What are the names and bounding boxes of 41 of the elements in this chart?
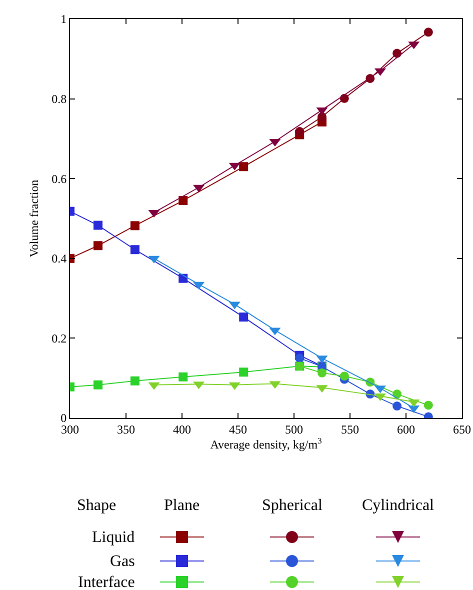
point: [424, 28, 433, 37]
legend-label: Gas: [110, 553, 135, 570]
y-tick-label: 0.4: [52, 252, 67, 266]
text: Spherical: [262, 497, 323, 514]
point: [424, 400, 433, 410]
point: [295, 354, 304, 363]
point: [239, 312, 248, 322]
point: [130, 376, 140, 386]
y-tick-label: 0.8: [52, 92, 67, 106]
text: Cylindrical: [362, 497, 435, 514]
point: [318, 368, 326, 378]
x-axis-title: Average density, kg/m$^{3}$: [210, 436, 322, 452]
x-tick-label: 450: [229, 422, 247, 436]
point: [295, 127, 304, 136]
text: Plane: [164, 497, 200, 514]
point: [130, 221, 140, 230]
point: [178, 274, 188, 283]
point: [94, 380, 102, 390]
point: [130, 245, 140, 254]
legend-title: Shape: [77, 497, 116, 514]
point: [178, 196, 188, 206]
y-tick-label: 0.2: [52, 331, 67, 346]
point: [178, 372, 188, 382]
x-tick-label: 550: [341, 422, 359, 436]
point: [239, 162, 248, 172]
point: [94, 220, 102, 230]
x-tick-label: 650: [453, 422, 471, 436]
point: [318, 112, 326, 122]
y-axis-title: Volume fraction: [26, 180, 41, 258]
point: [340, 372, 349, 381]
y-tick-label: 1: [60, 12, 67, 26]
point: [239, 368, 248, 377]
point: [392, 402, 402, 411]
legend-label: Liquid: [92, 529, 135, 546]
x-tick-label: 350: [117, 422, 135, 436]
y-tick-label: 0.6: [52, 172, 67, 186]
point: [94, 241, 102, 250]
x-tick-label: 400: [173, 422, 191, 436]
x-tick-label: 600: [397, 422, 415, 436]
x-tick-label: 500: [285, 422, 303, 436]
legend-label: Interface: [78, 574, 135, 590]
